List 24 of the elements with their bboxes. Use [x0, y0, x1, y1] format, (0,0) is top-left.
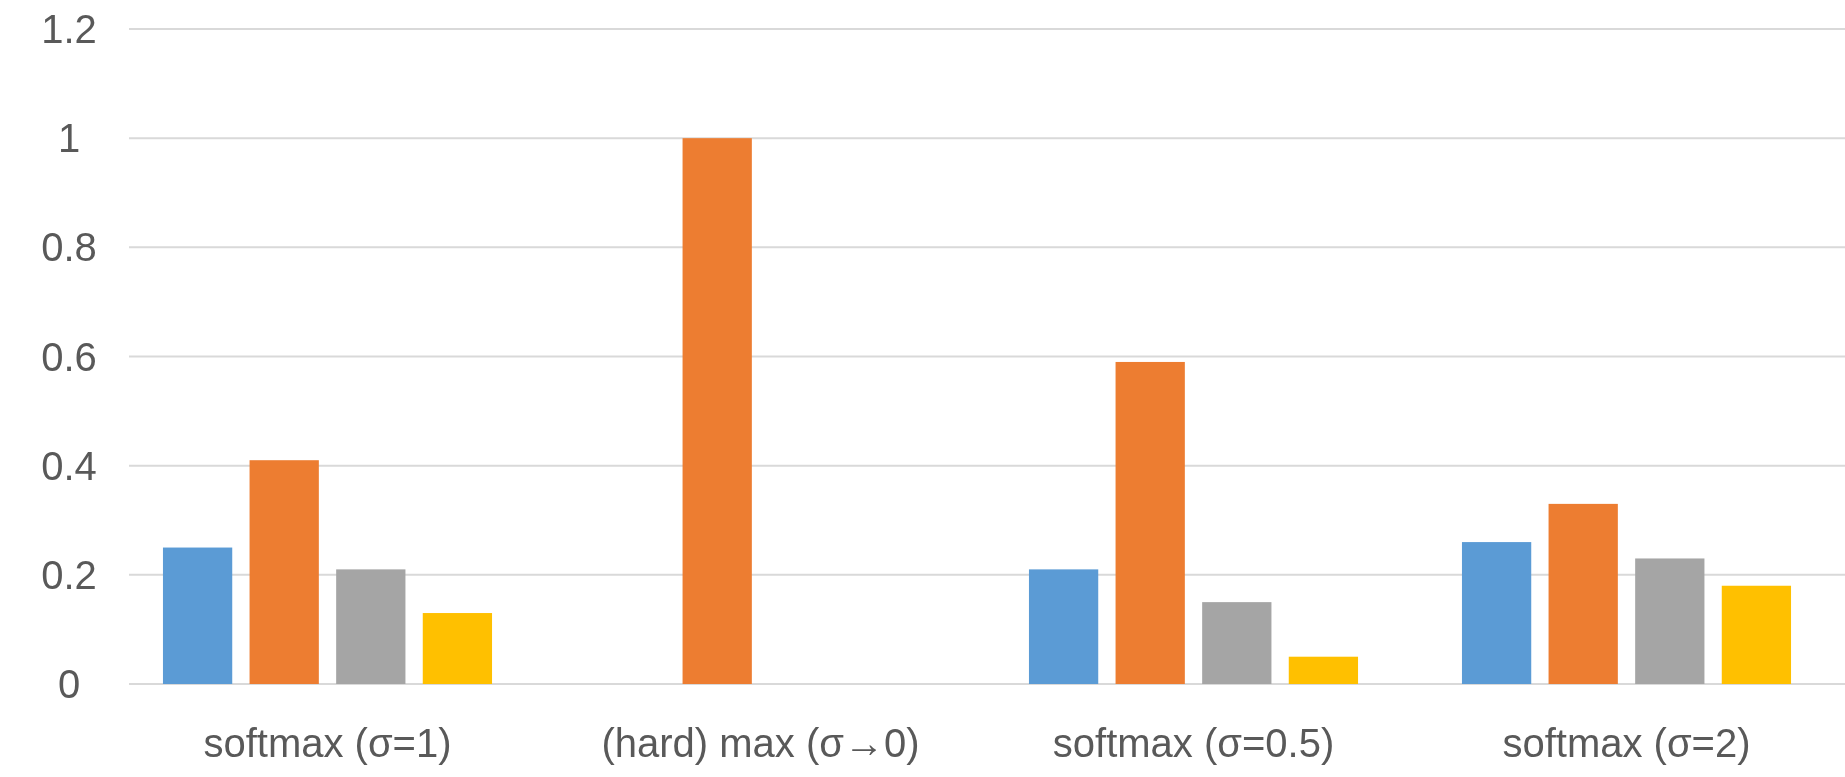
bar	[1461, 542, 1532, 684]
bar	[422, 613, 493, 684]
bar	[1635, 558, 1705, 684]
y-tick-label: 0.8	[41, 225, 97, 270]
x-tick-label: softmax (σ=0.5)	[1052, 721, 1335, 765]
y-tick-label: 1	[57, 116, 81, 161]
bar	[682, 138, 752, 684]
x-tick-label: (hard) max (σ→0)	[601, 721, 920, 765]
bar	[1721, 585, 1792, 684]
bar	[1202, 602, 1272, 684]
x-tick-label: softmax (σ=2)	[1502, 721, 1751, 765]
bar	[162, 547, 233, 684]
y-tick-label: 0	[57, 662, 81, 706]
y-tick-label: 0.6	[41, 334, 97, 379]
bar	[1028, 569, 1099, 684]
bar	[336, 569, 406, 684]
bar	[1288, 656, 1359, 684]
bar	[1115, 361, 1185, 684]
y-tick-label: 0.4	[41, 443, 97, 488]
x-tick-label: softmax (σ=1)	[203, 721, 452, 765]
bar	[1548, 503, 1618, 684]
bar	[249, 460, 319, 684]
y-tick-label: 0.2	[41, 552, 97, 597]
y-tick-label: 1.2	[41, 7, 97, 51]
